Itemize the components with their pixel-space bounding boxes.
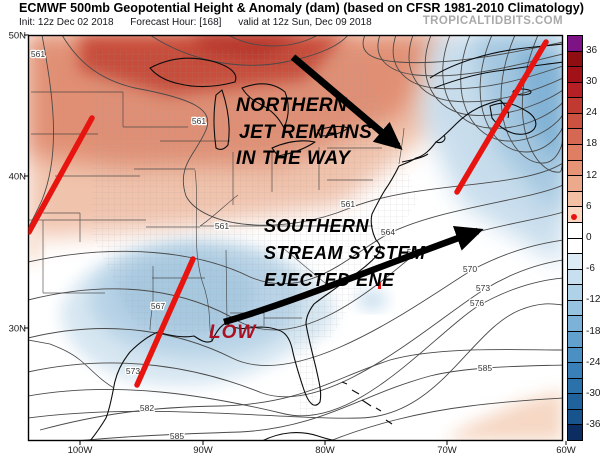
colorbar-cell — [568, 269, 582, 286]
colorbar-tick-label: -30 — [586, 388, 600, 400]
colorbar-tick-label: 12 — [586, 169, 598, 181]
contour-label: 585 — [170, 431, 184, 441]
colorbar-cell — [568, 316, 582, 332]
contour-label: 561 — [192, 116, 206, 126]
colorbar-cell — [568, 378, 582, 395]
colorbar-cell — [568, 36, 582, 52]
colorbar-cell — [568, 82, 582, 99]
annotation-line: EJECTED ENE — [264, 270, 395, 290]
annotation-line: STREAM SYSTEM — [264, 243, 426, 263]
colorbar-tick-label: 0 — [586, 232, 592, 243]
axis-labels: 50N 40N 30N 100W 90W 80W 70W 60W — [9, 31, 576, 457]
contour-lines — [28, 35, 563, 441]
colorbar-tick-label: 18 — [586, 138, 598, 150]
red-trend-line-east — [454, 39, 549, 195]
colorbar-cell — [568, 347, 582, 364]
annotation-line: JET REMAINS — [239, 122, 372, 143]
lon-label: 100W — [68, 445, 93, 456]
contour-label: 573 — [126, 366, 140, 376]
annotation-line: IN THE WAY — [236, 148, 352, 169]
run-info: Init: 12z Dec 02 2018 Forecast Hour: [16… — [19, 17, 386, 28]
colorbar-value-marker — [571, 214, 577, 221]
colorbar-tick-label: -24 — [586, 356, 600, 368]
valid-time: valid at 12z Sun, Dec 09 2018 — [238, 17, 372, 28]
colorbar-tick-label: -12 — [586, 294, 600, 306]
lon-label: 90W — [193, 445, 213, 456]
colorbar-tick-label: -18 — [586, 325, 600, 337]
lat-label: 30N — [9, 324, 27, 335]
colorbar-tick-label: 6 — [586, 200, 592, 212]
colorbar-cell — [568, 67, 582, 83]
annotation-line: NORTHERN — [236, 95, 348, 116]
colorbar-cell — [568, 51, 582, 68]
red-trend-line-west — [28, 115, 95, 235]
contour-label: 573 — [476, 283, 490, 293]
colorbar-cell — [568, 129, 582, 146]
colorbar-tick-label: 36 — [586, 44, 598, 56]
southern-stream-arrow — [223, 226, 484, 326]
low-label: LOW — [209, 322, 257, 343]
colorbar-cell — [568, 98, 582, 114]
colorbar-cell — [568, 331, 582, 348]
colorbar-tick-label: 24 — [586, 107, 598, 119]
colorbar-tick-label: -36 — [586, 419, 600, 431]
lat-label: 40N — [9, 172, 27, 183]
colorbar-tick-label: -6 — [586, 263, 595, 275]
anomaly-colorbar — [567, 35, 583, 441]
contour-label: 561 — [215, 221, 229, 231]
map-border — [27, 34, 564, 442]
colorbar-cell — [568, 394, 582, 410]
colorbar-cell — [568, 160, 582, 177]
colorbar-cell — [568, 254, 582, 270]
lon-label: 70W — [437, 445, 457, 456]
colorbar-cell — [568, 222, 582, 239]
colorbar-cell — [568, 425, 582, 441]
colorbar-tick-label: 30 — [586, 75, 598, 87]
colorbar-cell — [568, 285, 582, 301]
lon-label: 60W — [556, 445, 576, 456]
init-time: Init: 12z Dec 02 2018 — [19, 17, 114, 28]
annotation-southern-stream: SOUTHERN STREAM SYSTEM EJECTED ENE — [264, 216, 426, 290]
colorbar-cell — [568, 409, 582, 426]
contour-label: 570 — [463, 264, 477, 274]
annotation-line: SOUTHERN — [264, 216, 370, 236]
contour-label: 576 — [470, 298, 484, 308]
tropicaltidbits-watermark[interactable]: TROPICALTIDBITS.COM — [422, 15, 563, 27]
lat-label: 50N — [9, 31, 27, 42]
colorbar-cell — [568, 363, 582, 379]
colorbar-cell — [568, 113, 582, 130]
contour-label: 561 — [341, 199, 355, 209]
county-texture — [92, 50, 418, 420]
contour-label: 564 — [381, 227, 395, 237]
northern-jet-arrow — [290, 54, 403, 150]
colorbar-cell — [568, 191, 582, 208]
contour-label: 561 — [31, 49, 45, 59]
lon-label: 80W — [315, 445, 335, 456]
contour-label: 585 — [478, 363, 492, 373]
contour-label: 582 — [140, 403, 154, 413]
colorbar-cell — [568, 238, 582, 255]
map-title: ECMWF 500mb Geopotential Height & Anomal… — [19, 1, 584, 15]
colorbar-tick-labels: 36 30 24 18 12 6 0 -6 -12 -18 -24 -30 -36 — [586, 35, 600, 441]
annotation-northern-jet: NORTHERN JET REMAINS IN THE WAY — [236, 95, 372, 169]
forecast-hour: Forecast Hour: [168] — [130, 17, 222, 28]
colorbar-cell — [568, 176, 582, 192]
colorbar-cell — [568, 300, 582, 317]
colorbar-cell — [568, 145, 582, 161]
red-tick-mark — [378, 282, 381, 289]
red-trend-line-central — [134, 256, 196, 388]
state-borders — [28, 91, 405, 342]
contour-label: 567 — [151, 301, 165, 311]
